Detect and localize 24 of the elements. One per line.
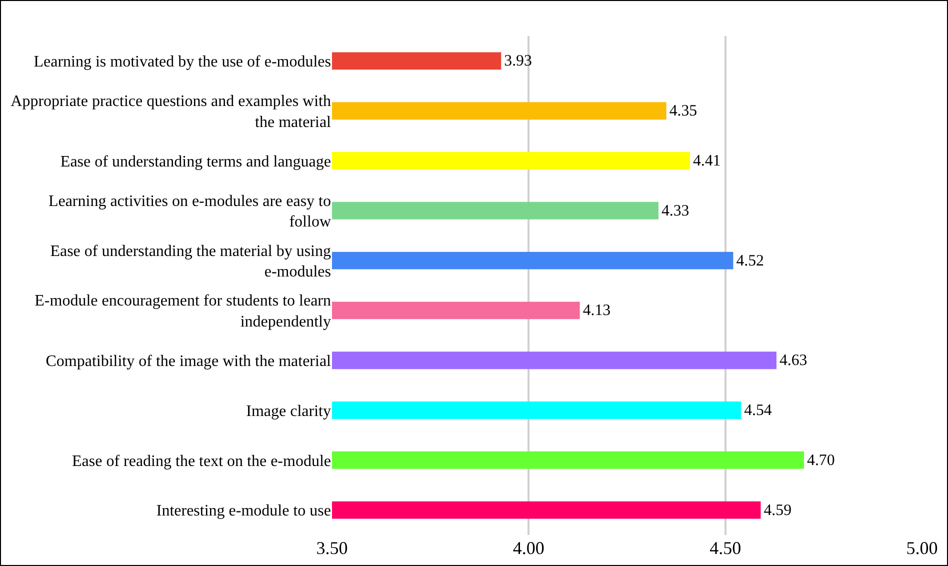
data-label: 4.33 bbox=[661, 202, 690, 220]
data-label: 3.93 bbox=[504, 52, 532, 70]
y-tick-label: Interesting e-module to use bbox=[156, 502, 331, 520]
x-tick-label: 5.00 bbox=[906, 538, 938, 558]
data-label: 4.59 bbox=[764, 502, 792, 519]
data-label: 4.52 bbox=[736, 252, 764, 270]
data-label: 4.54 bbox=[744, 402, 772, 420]
data-label: 4.70 bbox=[807, 452, 835, 469]
y-tick-label: Appropriate practice questions and examples with the material bbox=[10, 93, 332, 131]
data-label: 4.63 bbox=[779, 352, 808, 370]
y-tick-label: Compatibility of the image with the material bbox=[46, 352, 332, 370]
y-tick-label: Learning activities on e-modules are easy to follow bbox=[48, 192, 332, 231]
data-label: 4.35 bbox=[669, 102, 698, 120]
x-tick-label: 3.50 bbox=[316, 538, 348, 558]
y-tick-label: Image clarity bbox=[246, 402, 331, 420]
x-tick-label: 4.00 bbox=[512, 538, 544, 558]
data-label: 4.41 bbox=[692, 152, 721, 170]
data-label: 4.13 bbox=[582, 302, 611, 320]
x-tick-label: 4.50 bbox=[710, 538, 742, 558]
y-tick-label: Ease of understanding terms and language bbox=[60, 153, 331, 170]
y-tick-label: Learning is motivated by the use of e-modules bbox=[34, 54, 331, 71]
y-tick-label: Ease of understanding the material by using e-modules bbox=[50, 242, 331, 281]
y-tick-label: E-module encouragement for students to learn independently bbox=[34, 292, 331, 330]
y-tick-label: Ease of reading the text on the e-module bbox=[72, 452, 331, 470]
